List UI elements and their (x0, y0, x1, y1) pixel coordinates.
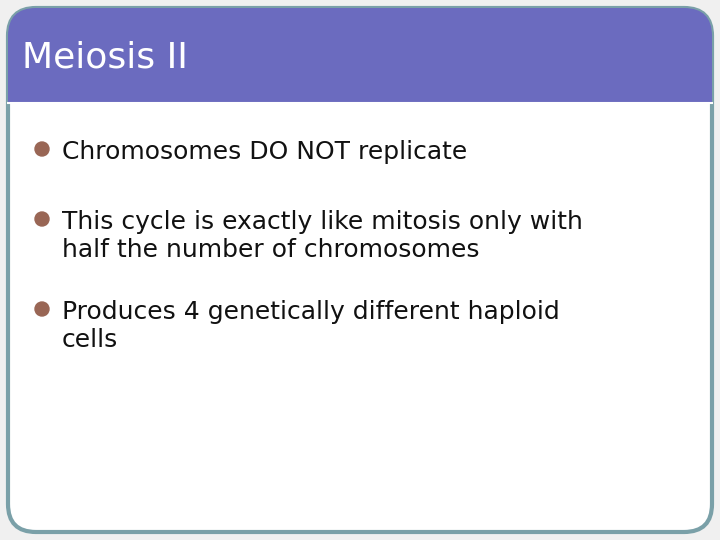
Circle shape (35, 212, 49, 226)
FancyBboxPatch shape (8, 8, 712, 532)
Text: Produces 4 genetically different haploid: Produces 4 genetically different haploid (62, 300, 559, 324)
Bar (8, 73, 712, 103)
Text: This cycle is exactly like mitosis only with: This cycle is exactly like mitosis only … (62, 210, 583, 234)
Circle shape (35, 142, 49, 156)
Text: Meiosis II: Meiosis II (22, 40, 188, 75)
Circle shape (35, 302, 49, 316)
Text: cells: cells (62, 328, 118, 352)
Text: half the number of chromosomes: half the number of chromosomes (62, 238, 480, 262)
FancyBboxPatch shape (8, 8, 712, 103)
Text: Chromosomes DO NOT replicate: Chromosomes DO NOT replicate (62, 140, 467, 164)
